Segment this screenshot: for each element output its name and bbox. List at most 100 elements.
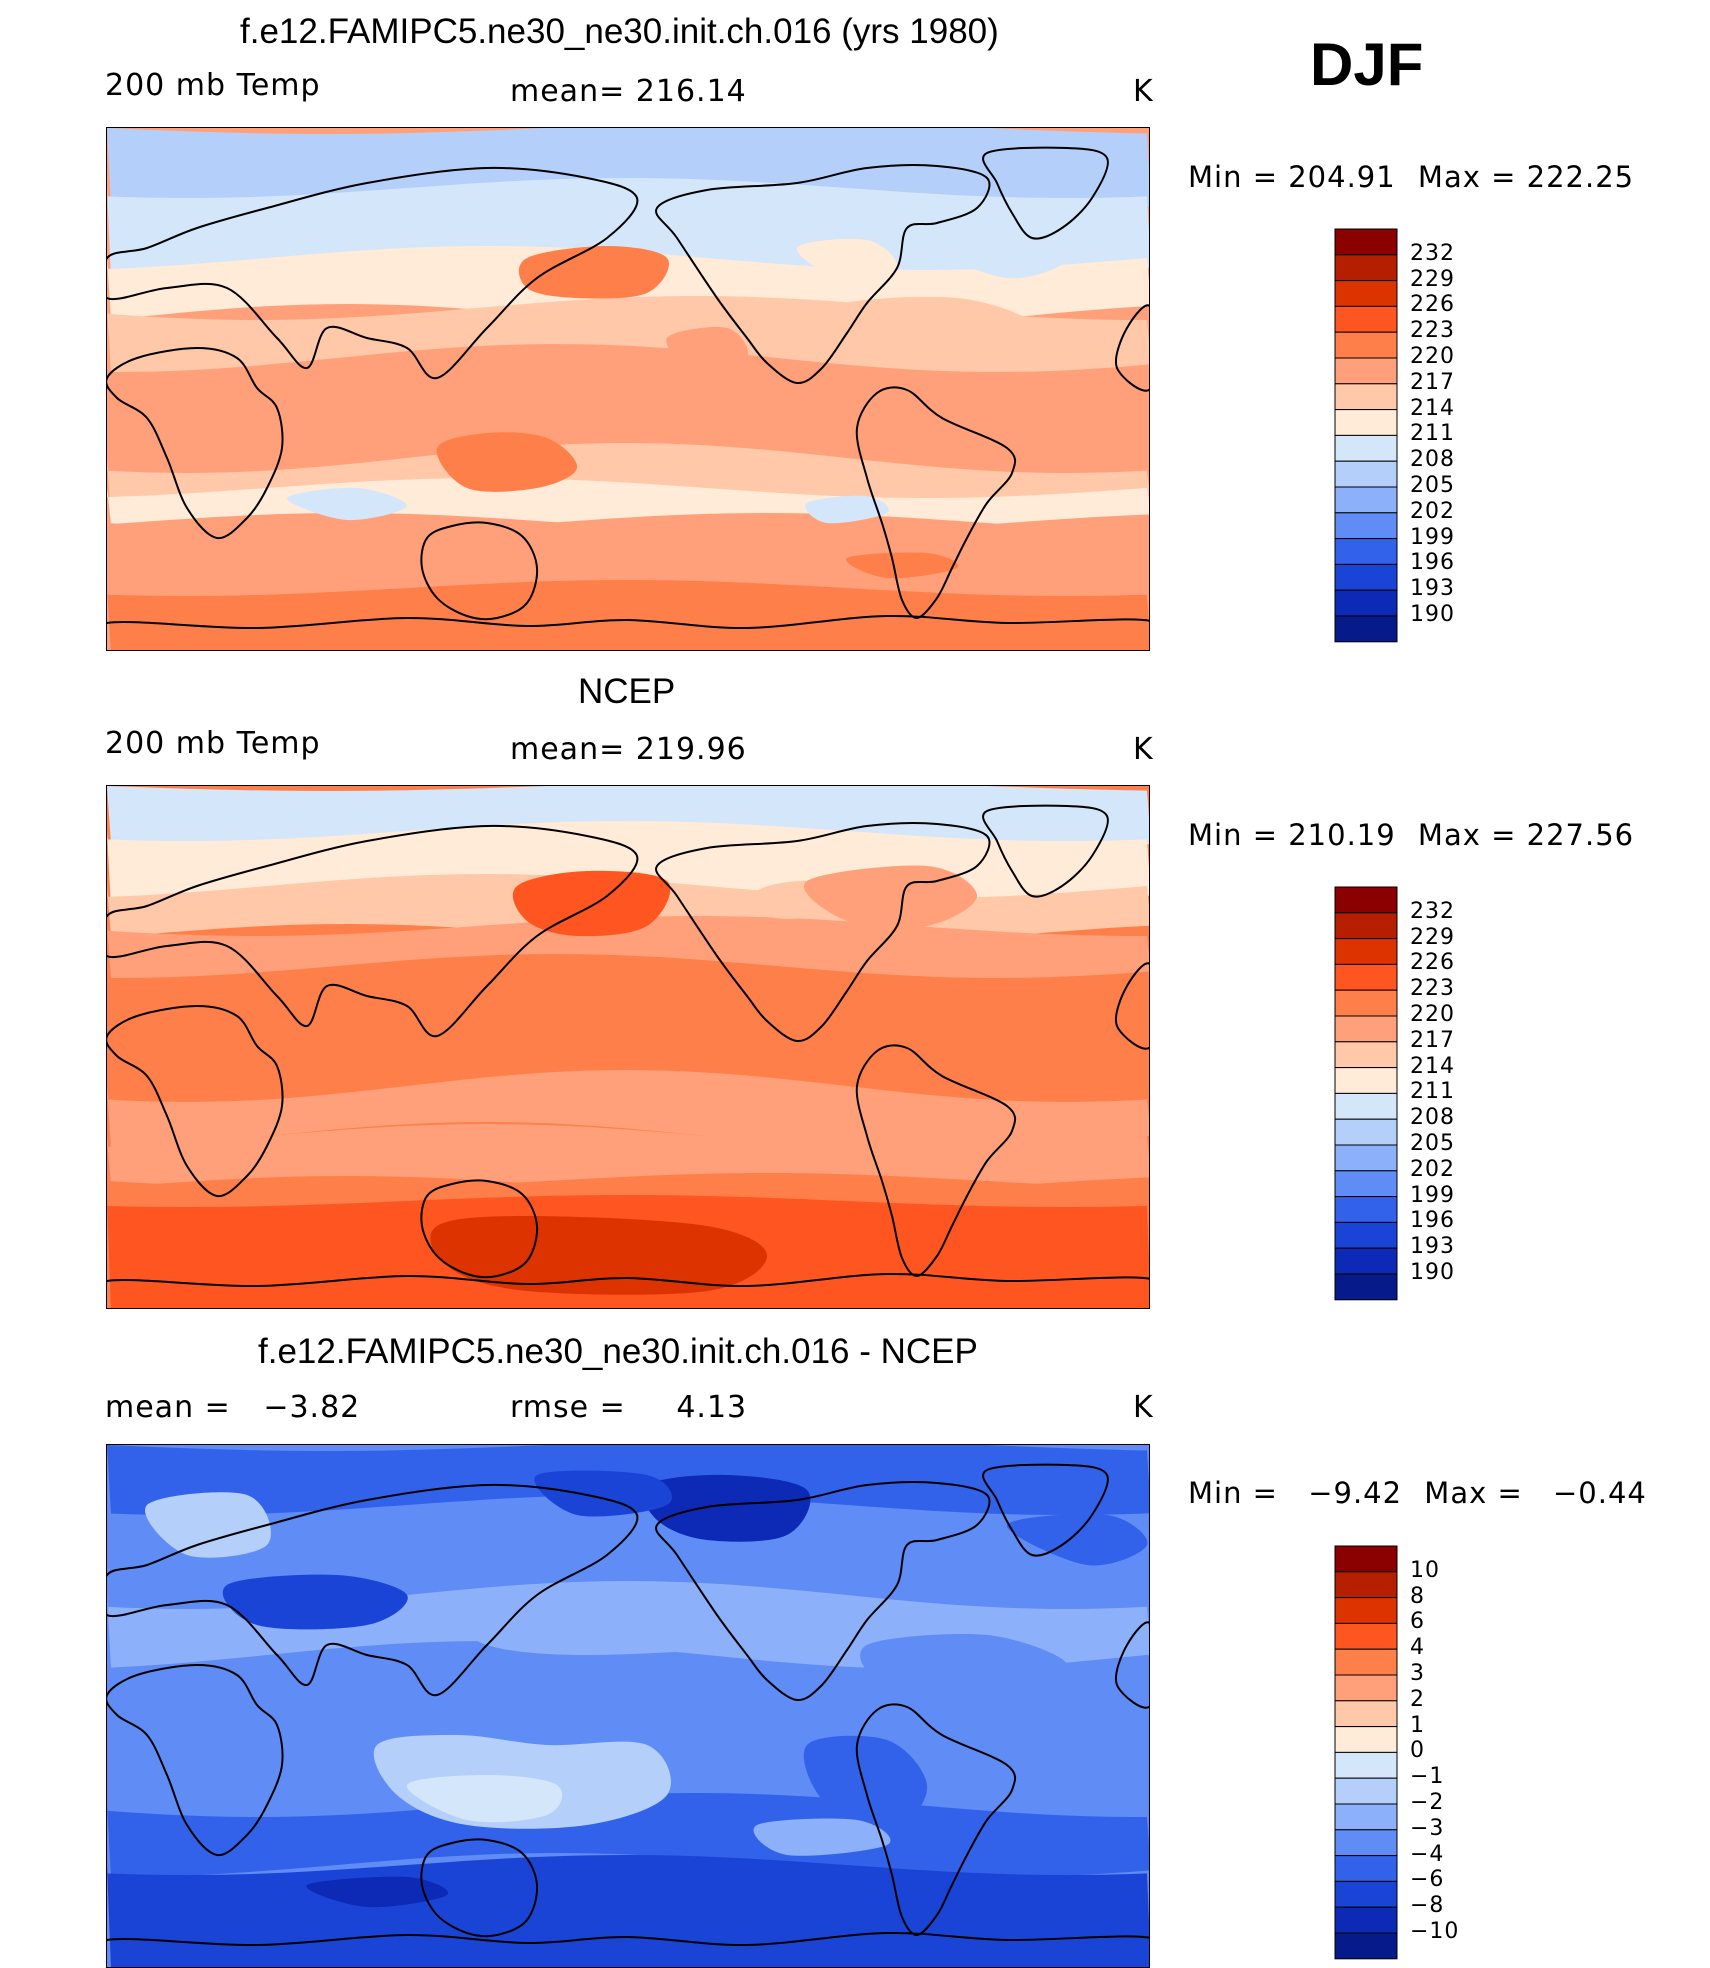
- contour-region: [823, 296, 1038, 361]
- panel1-max-value: 222.25: [1526, 160, 1635, 194]
- colorbar-tick-label: 202: [1410, 498, 1455, 524]
- coastline: [655, 822, 991, 1043]
- coastline: [982, 1463, 1109, 1557]
- panel3-mean-label: mean =: [105, 1390, 231, 1425]
- colorbar-swatch: [1334, 1247, 1398, 1275]
- contour-region: [107, 1070, 1149, 1150]
- contour-region: [107, 128, 1149, 208]
- colorbar-tick-label: 232: [1410, 240, 1455, 266]
- colorbar-swatch: [1334, 1118, 1398, 1146]
- panel2-mean-label: mean=: [510, 732, 626, 767]
- colorbar-tick-label: 208: [1410, 447, 1455, 473]
- colorbar-tick-label: 217: [1410, 369, 1455, 395]
- contour-region: [107, 513, 1149, 600]
- panel3-mean-value: −3.82: [263, 1390, 361, 1425]
- colorbar-tick-label: −6: [1410, 1867, 1445, 1893]
- panel3-colorbar: 10 8 6 4 3 2 1 0 −1 −2 −3 −4 −6 −8 −10: [1334, 1545, 1458, 1965]
- coastline: [107, 824, 639, 1038]
- panel3-rmse: rmse = 4.13: [510, 1390, 747, 1425]
- colorbar-swatch: [1334, 357, 1398, 385]
- panel1-max-label: Max: [1417, 160, 1481, 194]
- contour-region: [107, 916, 1149, 978]
- colorbar-swatch: [1334, 1674, 1398, 1702]
- colorbar-swatch: [1334, 1015, 1398, 1043]
- colorbar-swatch: [1334, 1597, 1398, 1624]
- colorbar-swatch: [1334, 1041, 1398, 1069]
- colorbar-swatch: [1334, 938, 1398, 965]
- coastline: [420, 521, 539, 621]
- panel1-units: K: [1133, 74, 1154, 109]
- contour-region: [512, 870, 671, 937]
- panel2-max-label: Max: [1417, 818, 1481, 852]
- colorbar-swatch: [1334, 1170, 1398, 1198]
- panel2-max-value: 227.56: [1526, 818, 1635, 852]
- panel3-minmax: Min = −9.42 Max = −0.44: [1188, 1476, 1647, 1510]
- colorbar-tick-label: 208: [1410, 1105, 1455, 1131]
- colorbar-tick-label: 1: [1410, 1712, 1425, 1738]
- contour-region: [534, 1470, 672, 1517]
- contour-region: [107, 580, 1149, 650]
- panel3-rmse-label: rmse =: [510, 1390, 626, 1425]
- colorbar-swatch: [1334, 1221, 1398, 1249]
- panel1-mean-value: 216.14: [635, 74, 747, 109]
- colorbar-tick-label: 10: [1410, 1557, 1440, 1583]
- colorbar-tick-label: 220: [1410, 1002, 1455, 1027]
- panel2-units: K: [1133, 732, 1154, 767]
- contour-region: [1006, 1513, 1148, 1566]
- colorbar-swatch: [1334, 460, 1398, 488]
- colorbar-swatch: [1334, 409, 1398, 436]
- panel3-min-value: −9.42: [1308, 1476, 1403, 1510]
- coastline: [1115, 1621, 1149, 1709]
- colorbar-svg: [1334, 228, 1398, 643]
- contour-region: [845, 552, 959, 579]
- coastline: [107, 1483, 639, 1697]
- colorbar-swatch: [1334, 331, 1398, 359]
- colorbar-tick-label: −3: [1410, 1815, 1445, 1841]
- coastline: [655, 164, 991, 385]
- coastline: [107, 614, 1149, 630]
- colorbar-tick-label: 205: [1410, 473, 1455, 498]
- colorbar-swatch: [1334, 305, 1398, 333]
- contour-region: [642, 1474, 811, 1542]
- coastline: [855, 1703, 1017, 1936]
- colorbar-tick-label: 220: [1410, 344, 1455, 369]
- map-svg: [107, 128, 1149, 650]
- colorbar-swatch: [1334, 1751, 1398, 1779]
- colorbar-tick-label: 226: [1410, 950, 1455, 976]
- colorbar-swatch: [1334, 615, 1398, 643]
- colorbar-swatch: [1334, 912, 1398, 940]
- colorbar-tick-label: 202: [1410, 1156, 1455, 1182]
- panel2-mean-value: 219.96: [635, 732, 747, 767]
- colorbar-tick-label: −4: [1410, 1841, 1445, 1867]
- contour-region: [436, 432, 578, 492]
- panel1-minmax: Min = 204.91 Max = 222.25: [1188, 160, 1635, 194]
- contour-fills: [107, 1445, 1149, 1967]
- coastline: [107, 1663, 284, 1857]
- colorbar-swatch: [1334, 1571, 1398, 1599]
- coastline: [982, 804, 1109, 898]
- panel2-variable: 200 mb Temp: [105, 726, 321, 761]
- panel1-colorbar: 232 229 226 223 220 217 214 211 208 205 202 199 196 1…: [1334, 228, 1454, 648]
- colorbar-swatch: [1334, 512, 1398, 540]
- colorbar-tick-label: 199: [1410, 524, 1455, 550]
- colorbar-tick-label: 211: [1410, 421, 1455, 447]
- panel2-min-value: 210.19: [1288, 818, 1396, 852]
- colorbar-tick-label: −8: [1410, 1893, 1445, 1919]
- colorbar-tick-label: 6: [1410, 1609, 1425, 1635]
- panel1-mean-label: mean=: [510, 74, 626, 109]
- colorbar-swatch: [1334, 254, 1398, 282]
- coastline: [855, 1044, 1017, 1277]
- colorbar-swatch: [1334, 434, 1398, 462]
- colorbar-tick-label: 214: [1410, 395, 1455, 421]
- colorbar-swatch: [1334, 563, 1398, 591]
- colorbar-swatch: [1334, 1777, 1398, 1805]
- coastline: [107, 1004, 284, 1198]
- panel1-title: f.e12.FAMIPC5.ne30_ne30.init.ch.016 (yrs…: [240, 12, 999, 51]
- colorbar-svg: [1334, 1545, 1398, 1960]
- colorbar-swatch: [1334, 1622, 1398, 1650]
- coastline: [420, 1179, 539, 1279]
- colorbar-swatch: [1334, 963, 1398, 991]
- contour-fills: [107, 128, 1149, 650]
- panel2-colorbar: 232 229 226 223 220 217 214 211 208 205 202 199 196 1…: [1334, 886, 1454, 1306]
- season-label: DJF: [1310, 31, 1424, 98]
